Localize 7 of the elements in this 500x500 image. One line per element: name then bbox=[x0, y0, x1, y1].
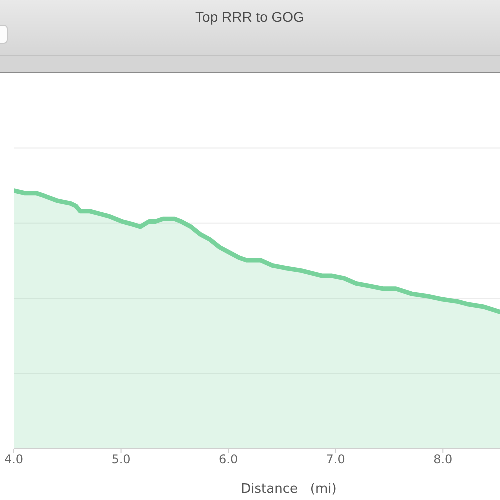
x-tick-label: 6.0 bbox=[219, 452, 238, 467]
x-axis-title: Distance (mi) bbox=[241, 482, 337, 497]
x-tick-label: 7.0 bbox=[326, 452, 346, 467]
x-tick-label: 8.0 bbox=[434, 452, 453, 467]
chart-title: Top RRR to GOG bbox=[194, 9, 306, 25]
x-tick-label: 4.0 bbox=[4, 452, 24, 467]
x-tick-label: 5.0 bbox=[112, 452, 131, 467]
